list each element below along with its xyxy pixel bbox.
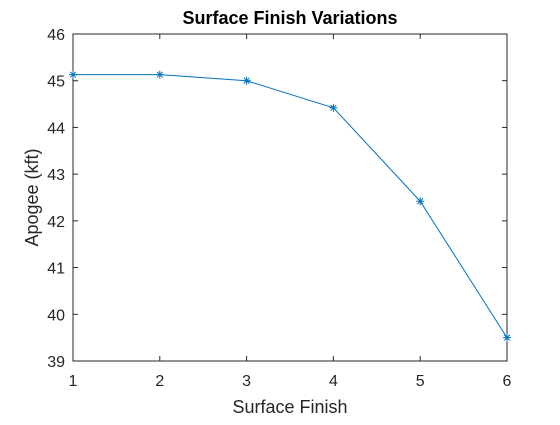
y-tick-label: 41: [47, 261, 65, 278]
x-tick-label: 3: [242, 373, 251, 390]
x-tick-label: 4: [329, 373, 338, 390]
data-point: [69, 70, 77, 79]
y-tick-label: 45: [47, 74, 65, 91]
x-tick-label: 2: [155, 373, 164, 390]
marker-stroke: [503, 334, 511, 341]
x-tick-label: 5: [416, 373, 425, 390]
y-tick-label: 42: [47, 214, 65, 231]
y-tick-label: 43: [47, 167, 65, 184]
data-point: [155, 70, 164, 79]
x-axis-label: Surface Finish: [232, 397, 347, 417]
x-tick-label: 6: [503, 373, 512, 390]
marker-stroke: [330, 104, 337, 111]
marker-stroke: [417, 198, 424, 205]
marker-stroke: [69, 71, 77, 78]
y-tick-label: 40: [47, 307, 65, 324]
y-axis-label: Apogee (kft): [22, 148, 42, 246]
y-tick-label: 46: [47, 27, 65, 44]
data-point: [416, 197, 425, 206]
data-point: [242, 76, 251, 85]
x-tick-label: 1: [69, 373, 78, 390]
series-line: [73, 74, 508, 338]
data-point: [503, 333, 511, 342]
marker-stroke: [243, 77, 250, 84]
marker-stroke: [156, 71, 163, 78]
y-tick-label: 44: [47, 120, 65, 137]
axes-box: [72, 33, 508, 362]
chart-title: Surface Finish Variations: [182, 8, 397, 28]
data-point: [329, 103, 338, 112]
y-tick-label: 39: [47, 354, 65, 371]
